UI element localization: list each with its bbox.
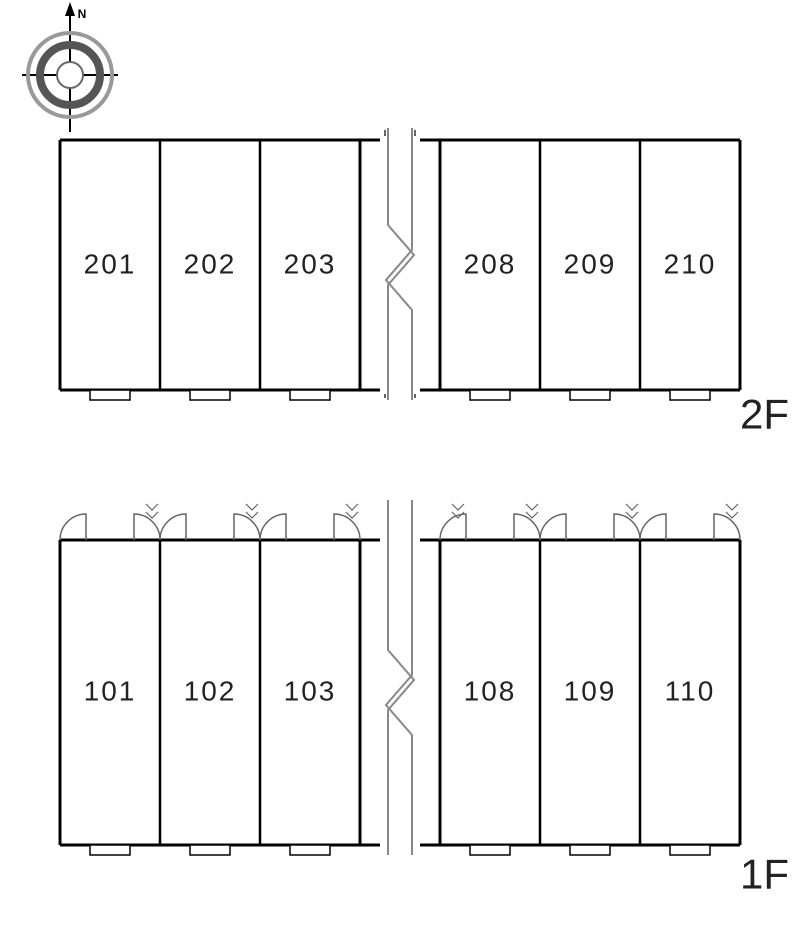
compass-n-label: N bbox=[78, 7, 87, 21]
compass-icon: N bbox=[22, 2, 118, 132]
floor-1f: 101 102 103 108 109 110 1F bbox=[60, 500, 789, 897]
room-label: 202 bbox=[184, 248, 237, 279]
balcony-notch bbox=[190, 845, 230, 855]
balcony-notch bbox=[90, 390, 130, 400]
room-label: 208 bbox=[464, 248, 517, 279]
door-arcs-1f bbox=[60, 504, 740, 540]
room-label: 103 bbox=[284, 675, 337, 706]
balcony-notch bbox=[190, 390, 230, 400]
balcony-notch bbox=[90, 845, 130, 855]
room-label: 101 bbox=[84, 675, 137, 706]
room-label: 109 bbox=[564, 675, 617, 706]
balcony-notch bbox=[470, 390, 510, 400]
room-label: 201 bbox=[84, 248, 137, 279]
break-symbol-2f bbox=[381, 128, 419, 400]
floor-2f: 201 202 203 208 209 210 2F bbox=[60, 128, 789, 437]
floor-label-1f: 1F bbox=[740, 850, 789, 897]
room-label: 209 bbox=[564, 248, 617, 279]
floorplan-diagram: N bbox=[0, 0, 800, 940]
balcony-notch bbox=[670, 390, 710, 400]
balcony-notch bbox=[290, 845, 330, 855]
room-label: 203 bbox=[284, 248, 337, 279]
break-symbol-1f bbox=[381, 500, 419, 855]
balcony-notch bbox=[570, 845, 610, 855]
room-label: 102 bbox=[184, 675, 237, 706]
balcony-notch bbox=[470, 845, 510, 855]
balcony-notch bbox=[570, 390, 610, 400]
balcony-notch bbox=[670, 845, 710, 855]
room-label: 108 bbox=[464, 675, 517, 706]
room-label: 110 bbox=[665, 675, 716, 706]
room-label: 210 bbox=[664, 248, 717, 279]
floor-label-2f: 2F bbox=[740, 390, 789, 437]
balcony-notch bbox=[290, 390, 330, 400]
